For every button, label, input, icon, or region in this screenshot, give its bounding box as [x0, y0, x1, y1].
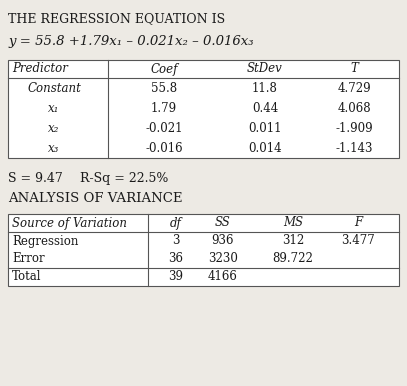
Text: S = 9.47: S = 9.47 — [8, 172, 63, 185]
Text: Predictor: Predictor — [12, 63, 68, 76]
Text: Source of Variation: Source of Variation — [12, 217, 127, 230]
Text: 1.79: 1.79 — [151, 102, 177, 115]
Text: -1.909: -1.909 — [336, 122, 373, 134]
Text: R-Sq = 22.5%: R-Sq = 22.5% — [80, 172, 168, 185]
Text: 936: 936 — [212, 235, 234, 247]
Text: 4.729: 4.729 — [338, 81, 371, 95]
Text: 3230: 3230 — [208, 252, 238, 266]
Text: Error: Error — [12, 252, 45, 266]
Text: 36: 36 — [168, 252, 184, 266]
Text: 0.44: 0.44 — [252, 102, 278, 115]
Text: 0.014: 0.014 — [248, 142, 282, 154]
Text: df: df — [170, 217, 182, 230]
Text: 11.8: 11.8 — [252, 81, 278, 95]
Text: 89.722: 89.722 — [273, 252, 313, 266]
Text: x₁: x₁ — [48, 102, 60, 115]
Text: F: F — [354, 217, 362, 230]
Text: 4166: 4166 — [208, 271, 238, 283]
Text: -1.143: -1.143 — [336, 142, 373, 154]
Text: Regression: Regression — [12, 235, 79, 247]
Text: StDev: StDev — [247, 63, 283, 76]
Text: y = 55.8 +1.79x₁ – 0.021x₂ – 0.016x₃: y = 55.8 +1.79x₁ – 0.021x₂ – 0.016x₃ — [8, 35, 254, 48]
Text: -0.016: -0.016 — [145, 142, 183, 154]
Text: SS: SS — [215, 217, 231, 230]
Text: x₂: x₂ — [48, 122, 60, 134]
Text: Total: Total — [12, 271, 42, 283]
Text: 312: 312 — [282, 235, 304, 247]
Text: ANALYSIS OF VARIANCE: ANALYSIS OF VARIANCE — [8, 192, 182, 205]
Text: -0.021: -0.021 — [145, 122, 183, 134]
Text: Coef: Coef — [150, 63, 178, 76]
Text: T: T — [350, 63, 359, 76]
Text: 4.068: 4.068 — [338, 102, 371, 115]
Text: 55.8: 55.8 — [151, 81, 177, 95]
Text: 3: 3 — [172, 235, 180, 247]
Bar — [8, 214, 399, 286]
Text: MS: MS — [283, 217, 303, 230]
Text: THE REGRESSION EQUATION IS: THE REGRESSION EQUATION IS — [8, 12, 225, 25]
Text: 0.011: 0.011 — [248, 122, 282, 134]
Text: 39: 39 — [168, 271, 184, 283]
Text: 3.477: 3.477 — [341, 235, 375, 247]
Bar — [8, 60, 399, 158]
Text: x₃: x₃ — [48, 142, 60, 154]
Text: Constant: Constant — [27, 81, 81, 95]
